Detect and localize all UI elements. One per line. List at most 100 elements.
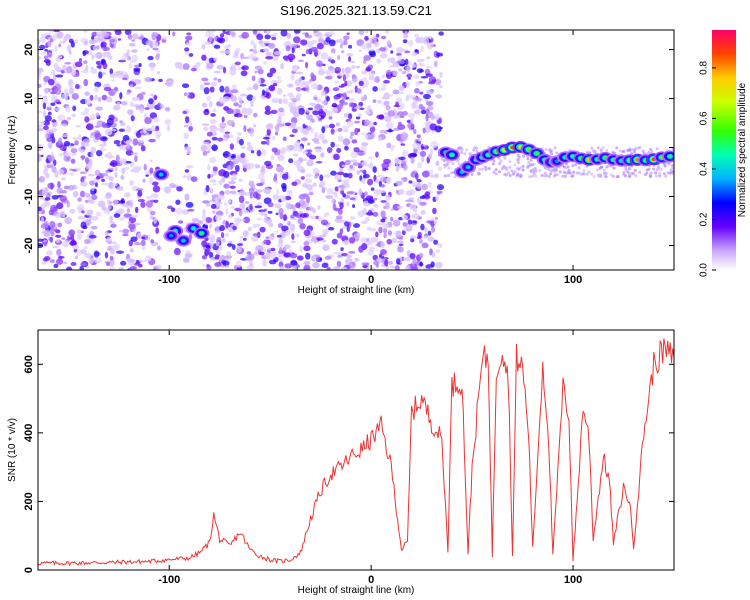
spectrogram-noise-cell [604,175,608,179]
spectrogram-noise-cell [93,250,100,258]
spectrogram-noise-cell [258,40,264,45]
spectrogram-noise-cell [320,152,325,158]
spectrogram-x-tick-label: 0 [368,274,374,286]
spectrogram-noise-cell [263,208,268,212]
spectrogram-noise-cell [369,162,374,169]
spectrogram-noise-cell [325,110,333,117]
spectrogram-noise-cell [315,237,324,241]
spectrogram-noise-cell [71,92,80,100]
spectrogram-noise-cell [369,126,376,133]
spectrogram-noise-cell [328,116,333,120]
spectrogram-noise-cell [335,122,341,127]
spectrogram-noise-cell [38,124,44,128]
spectrogram-noise-cell [587,170,591,174]
spectrogram-noise-cell [249,203,253,211]
spectrogram-noise-cell [430,226,436,233]
spectrogram-noise-cell [349,159,358,163]
spectrogram-noise-cell [41,209,46,215]
spectrogram-noise-cell [252,232,261,237]
spectrogram-noise-cell [299,223,306,230]
spectrogram-noise-cell [388,260,394,265]
spectrogram-noise-cell [332,87,340,92]
spectrogram-noise-cell [367,209,373,215]
spectrogram-noise-cell [264,110,272,115]
spectrogram-noise-cell [206,95,212,102]
spectrogram-noise-cell [399,91,405,95]
spectrogram-noise-cell [373,260,379,266]
spectrogram-noise-cell [218,169,227,177]
spectrogram-noise-cell [419,239,423,244]
spectrogram-noise-cell [74,255,79,260]
spectrogram-noise-cell [668,171,672,175]
spectrogram-noise-cell [256,33,264,41]
colorbar-axis: 0.00.20.40.60.8 [699,61,716,277]
spectrogram-noise-cell [253,252,260,256]
spectrogram-noise-cell [592,174,596,178]
spectrogram-noise-cell [435,160,440,167]
spectrogram-noise-cell [119,92,123,100]
spectrogram-noise-cell [241,209,250,214]
spectrogram-noise-cell [381,74,386,79]
spectrogram-noise-cell [290,121,297,129]
spectrogram-noise-cell [39,44,46,50]
spectrogram-noise-cell [300,128,308,134]
spectrogram-noise-cell [412,220,417,224]
spectrogram-noise-cell [334,174,342,181]
spectrogram-noise-cell [544,173,548,177]
spectrogram-noise-cell [71,113,77,118]
spectrogram-noise-cell [666,171,670,175]
spectrogram-frame [37,29,675,271]
spectrogram-noise-cell [47,162,55,166]
spectrogram-noise-cell [224,201,228,208]
spectrogram-noise-cell [203,126,209,132]
spectrogram-noise-cell [124,166,130,171]
spectrogram-noise-cell [374,75,380,84]
spectrogram-noise-cell [567,169,571,173]
spectrogram-noise-cell [298,211,303,215]
spectrogram-noise-cell [202,141,210,145]
spectrogram-noise-cell [314,146,322,150]
spectrogram-noise-cell [252,112,258,118]
spectrogram-noise-cell [223,136,229,142]
spectrogram-noise-cell [121,101,128,106]
spectrogram-noise-cell [440,157,444,161]
spectrogram-noise-cell [264,105,271,112]
spectrogram-noise-cell [291,233,295,240]
spectrogram-noise-cell [355,65,361,69]
spectrogram-noise-cell [128,239,133,247]
spectrogram-noise-cell [352,204,356,208]
spectrogram-noise-cell [291,181,298,187]
spectrogram-noise-cell [475,149,479,153]
spectrogram-noise-cell [436,52,444,57]
spectrogram-noise-cell [396,230,402,238]
spectrogram-noise-cell [157,245,161,251]
spectrogram-noise-cell [327,58,332,62]
spectrogram-noise-cell [338,103,343,111]
spectrogram-noise-cell [261,89,266,96]
spectrogram-noise-cell [375,231,379,238]
spectrogram-noise-cell [98,62,102,70]
spectrogram-noise-cell [133,262,141,266]
spectrogram-noise-cell [111,182,118,187]
spectrogram-noise-cell [430,217,435,222]
spectrogram-noise-cell [50,69,56,76]
spectrogram-noise-cell [456,147,460,151]
spectrogram-noise-cell [503,155,507,159]
spectrogram-noise-cell [346,53,354,57]
spectrogram-noise-cell [319,174,324,182]
spectrogram-noise-cell [130,78,137,82]
spectrogram-noise-cell [321,262,329,269]
spectrogram-noise-cell [132,165,141,173]
spectrogram-noise-cell [446,160,450,164]
spectrogram-noise-cell [531,169,535,173]
spectrogram-noise-cell [387,57,392,63]
spectrogram-noise-cell [197,220,204,225]
spectrogram-noise-cell [341,225,348,229]
spectrogram-noise-cell [398,188,405,195]
spectrogram-noise-cell [145,200,154,208]
spectrogram-noise-cell [188,125,193,132]
spectrogram-noise-cell [305,61,309,69]
spectrogram-noise-cell [57,137,63,145]
spectrogram-noise-cell [162,36,168,40]
